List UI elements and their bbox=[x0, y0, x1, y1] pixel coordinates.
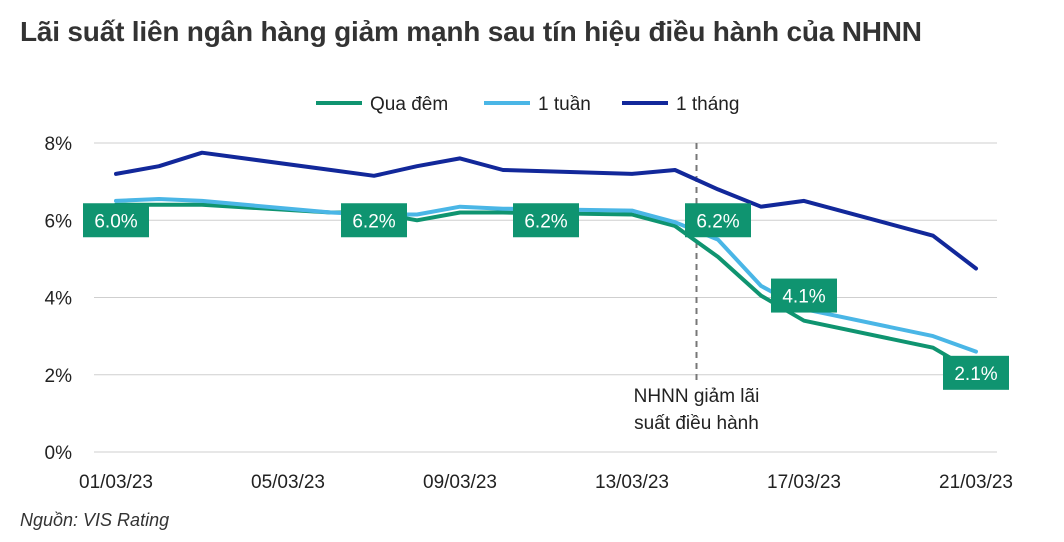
data-label: 4.1% bbox=[782, 287, 825, 308]
y-tick-label: 4% bbox=[45, 289, 73, 310]
data-label: 6.2% bbox=[696, 211, 739, 232]
x-tick-label: 17/03/23 bbox=[767, 472, 841, 493]
data-label-box bbox=[83, 203, 149, 238]
line-chart: Qua đêm 1 tuần 1 tháng 0% 2% 4% 6% 8% 01/03/23… bbox=[45, 94, 1013, 493]
y-tick-label: 8% bbox=[45, 134, 73, 155]
x-tick-label: 05/03/23 bbox=[251, 472, 325, 493]
x-tick-label: 01/03/23 bbox=[79, 472, 153, 493]
legend-label: Qua đêm bbox=[370, 94, 448, 115]
x-tick-label: 09/03/23 bbox=[423, 472, 497, 493]
legend-label: 1 tháng bbox=[676, 94, 739, 115]
data-label: 6.0% bbox=[94, 211, 137, 232]
chart-title: Lãi suất liên ngân hàng giảm mạnh sau tí… bbox=[20, 16, 922, 47]
y-tick-label: 0% bbox=[45, 443, 73, 464]
x-tick-label: 13/03/23 bbox=[595, 472, 669, 493]
y-tick-label: 6% bbox=[45, 211, 73, 232]
gridlines bbox=[94, 142, 997, 453]
data-label: 2.1% bbox=[954, 364, 997, 385]
data-label-box bbox=[943, 355, 1009, 390]
data-label-box bbox=[685, 203, 751, 238]
data-label-box bbox=[771, 278, 837, 313]
x-axis: 01/03/23 05/03/23 09/03/23 13/03/23 17/03/23… bbox=[79, 472, 1013, 493]
y-tick-label: 2% bbox=[45, 366, 73, 387]
y-axis: 0% 2% 4% 6% 8% bbox=[45, 134, 73, 464]
series-line bbox=[114, 150, 978, 271]
data-label: 6.2% bbox=[352, 211, 395, 232]
x-tick-label: 21/03/23 bbox=[939, 472, 1013, 493]
data-label-box bbox=[341, 203, 407, 238]
legend-label: 1 tuần bbox=[538, 94, 591, 115]
annotation-text: NHNN giảm lãi bbox=[634, 386, 760, 407]
legend: Qua đêm 1 tuần 1 tháng bbox=[316, 94, 739, 115]
data-label-box bbox=[513, 203, 579, 238]
data-labels: 6.0% 6.2% 6.2% 6.2% 4.1% 2.1% bbox=[83, 203, 1009, 390]
data-label: 6.2% bbox=[524, 211, 567, 232]
series-lines bbox=[114, 150, 978, 375]
policy-annotation: NHNN giảm lãi suất điều hành bbox=[634, 143, 760, 434]
annotation-text: suất điều hành bbox=[634, 413, 759, 434]
source-note: Nguồn: VIS Rating bbox=[20, 510, 170, 530]
